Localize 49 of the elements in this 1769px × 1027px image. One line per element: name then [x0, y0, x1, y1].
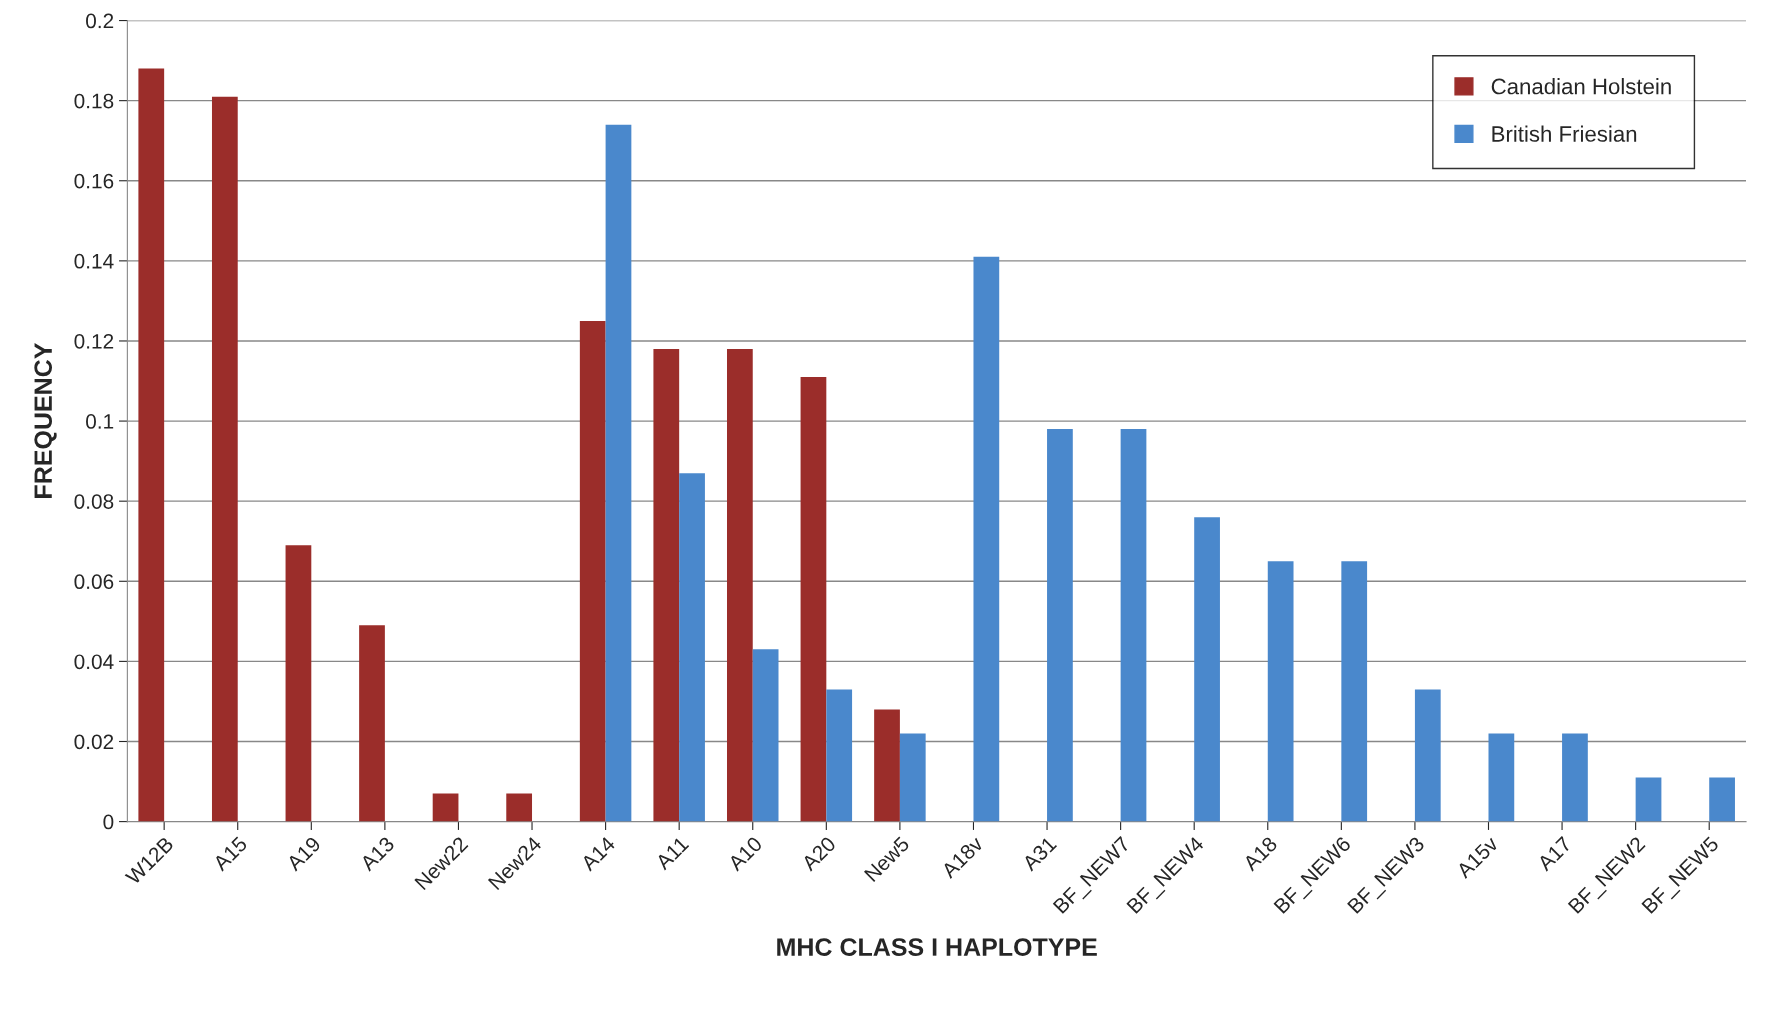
y-axis-title: FREQUENCY: [34, 342, 57, 498]
bar: [1635, 777, 1662, 822]
legend-label: Canadian Holstein: [1491, 78, 1671, 95]
y-tick-label: 0.1: [86, 414, 114, 429]
y-tick-label: 0.02: [74, 734, 114, 750]
bar: [679, 473, 705, 822]
y-tick-label: 0.06: [74, 574, 114, 590]
bar: [1267, 561, 1294, 822]
y-tick-label: 0.08: [74, 494, 114, 509]
x-tick-label: A19: [285, 835, 322, 872]
y-tick-label: 0: [103, 814, 114, 830]
bar: [1709, 777, 1735, 822]
bar: [800, 377, 827, 822]
y-tick-label: 0.12: [74, 333, 114, 349]
x-axis-title: MHC CLASS I HAPLOTYPE: [777, 938, 1097, 956]
bar: [874, 709, 900, 822]
bar: [285, 545, 312, 822]
legend-label: British Friesian: [1492, 125, 1637, 142]
bar: [752, 649, 779, 822]
x-tick-label: A10: [726, 835, 763, 872]
bar: [138, 68, 165, 822]
bar: [506, 793, 533, 822]
bar: [432, 793, 459, 822]
y-tick-label: 0.2: [86, 13, 114, 29]
x-tick-label: A14: [579, 835, 616, 872]
bar: [1047, 429, 1073, 822]
bar: [653, 348, 680, 822]
bar: [605, 124, 632, 822]
bar: [973, 256, 1000, 822]
x-tick-label: A13: [359, 835, 396, 872]
bar: [579, 320, 606, 822]
bar: [1120, 429, 1147, 822]
x-tick-label: A20: [800, 835, 837, 872]
bar: [1414, 689, 1441, 822]
bar: [826, 689, 853, 822]
y-tick-label: 0.18: [74, 93, 114, 109]
bar: [359, 625, 385, 822]
x-tick-label: A15: [212, 835, 248, 872]
bar: [727, 348, 753, 822]
bar: [211, 96, 238, 822]
y-tick-label: 0.16: [74, 173, 114, 189]
y-tick-label: 0.14: [74, 253, 114, 269]
bar: [1194, 517, 1220, 822]
bar: [899, 733, 926, 822]
bar: [1562, 733, 1588, 822]
y-tick-label: 0.04: [74, 654, 114, 670]
x-tick-label: A11: [654, 836, 690, 871]
bar: [1488, 733, 1515, 822]
bar: [1341, 561, 1368, 822]
